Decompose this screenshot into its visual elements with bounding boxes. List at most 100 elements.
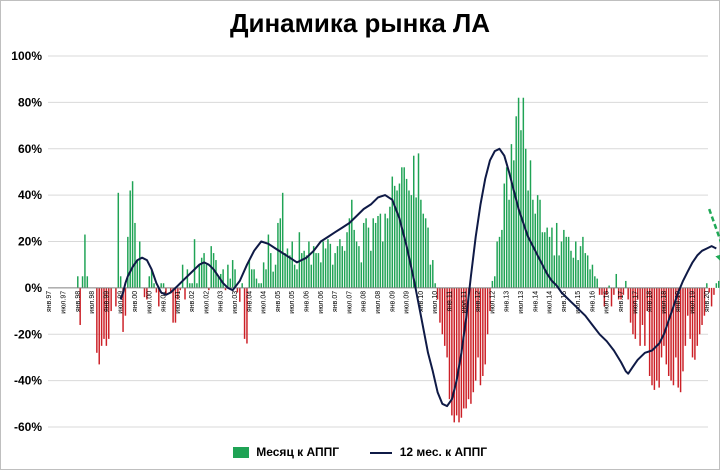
x-tick-label: июл.08	[375, 291, 382, 314]
y-tick-label: -40%	[14, 374, 42, 388]
bar	[246, 287, 248, 344]
bar	[570, 250, 572, 288]
bar	[467, 287, 470, 400]
bar	[675, 287, 677, 358]
bar	[193, 239, 196, 288]
bar	[396, 190, 398, 288]
bar	[584, 253, 587, 288]
bar	[582, 236, 584, 288]
y-tick-label: 0%	[25, 281, 43, 295]
bar	[391, 176, 394, 288]
bar	[203, 253, 205, 288]
y-tick-label: -20%	[14, 327, 42, 341]
bar	[713, 287, 715, 295]
x-tick-label: июл.06	[318, 291, 325, 314]
bar	[389, 206, 391, 288]
bar	[150, 269, 153, 288]
bar	[260, 283, 262, 288]
bar	[365, 218, 367, 288]
x-tick-label: июл.10	[432, 291, 439, 314]
bar	[131, 181, 134, 288]
bar	[620, 287, 622, 300]
bar	[448, 287, 451, 400]
bar	[143, 287, 146, 298]
bar	[370, 250, 372, 288]
bar	[472, 287, 475, 393]
x-tick-label: янв.08	[361, 291, 368, 312]
bar	[253, 269, 255, 288]
bar	[353, 229, 355, 288]
bar	[296, 269, 298, 288]
bar	[341, 246, 343, 288]
x-tick-label: июл.98	[89, 291, 96, 314]
legend-label-bars: Месяц к АППГ	[256, 444, 340, 459]
bar	[165, 287, 167, 295]
bar	[146, 287, 148, 300]
bar	[701, 287, 703, 325]
bar	[441, 287, 444, 335]
x-tick-label: янв.15	[561, 291, 568, 312]
bar	[663, 287, 665, 346]
x-tick-label: июл.13	[518, 291, 525, 314]
bar	[377, 215, 379, 288]
bar	[198, 264, 201, 288]
bar	[250, 269, 253, 288]
bar	[241, 283, 243, 288]
bar	[403, 167, 405, 288]
bar	[281, 192, 284, 288]
bar	[231, 260, 234, 288]
bar	[181, 264, 184, 288]
bar	[358, 246, 360, 288]
bar	[408, 190, 410, 288]
bar	[270, 253, 272, 288]
bar	[79, 287, 81, 325]
x-tick-label: июл.18	[661, 291, 668, 314]
bar	[605, 287, 608, 295]
bar	[236, 287, 239, 293]
bar	[248, 260, 251, 288]
bar	[629, 287, 632, 323]
bar	[589, 269, 591, 288]
x-tick-label: июл.12	[489, 291, 496, 314]
bar	[346, 232, 348, 288]
bar	[546, 227, 548, 288]
bar	[184, 287, 186, 300]
x-tick-label: июл.09	[404, 291, 411, 314]
bar	[641, 287, 644, 325]
bar	[646, 287, 648, 312]
bar	[710, 287, 713, 307]
bar	[501, 229, 503, 288]
bar	[717, 280, 720, 288]
bar	[298, 232, 301, 288]
bar	[439, 287, 441, 323]
bar	[77, 276, 79, 288]
bar	[498, 236, 501, 288]
x-tick-label: янв.11	[446, 291, 453, 312]
bar	[463, 287, 465, 409]
x-tick-label: июл.04	[261, 291, 268, 314]
bar	[339, 239, 341, 288]
bar	[100, 287, 103, 346]
bar	[563, 229, 565, 288]
bar	[651, 287, 653, 386]
bar	[496, 241, 498, 288]
bar	[103, 287, 105, 339]
x-tick-label: июл.01	[175, 291, 182, 314]
grid-lines	[48, 55, 708, 428]
bar	[575, 241, 577, 288]
x-tick-label: янв.99	[103, 291, 110, 312]
bar	[413, 155, 415, 288]
bar	[148, 276, 151, 288]
bar	[505, 167, 508, 288]
bar	[660, 287, 663, 358]
bar	[279, 218, 282, 288]
bar	[129, 190, 131, 288]
bar	[434, 283, 436, 288]
bar	[172, 287, 174, 323]
bar	[687, 287, 689, 316]
line-series	[119, 147, 717, 408]
y-tick-label: 20%	[18, 235, 42, 249]
bar	[579, 246, 582, 288]
